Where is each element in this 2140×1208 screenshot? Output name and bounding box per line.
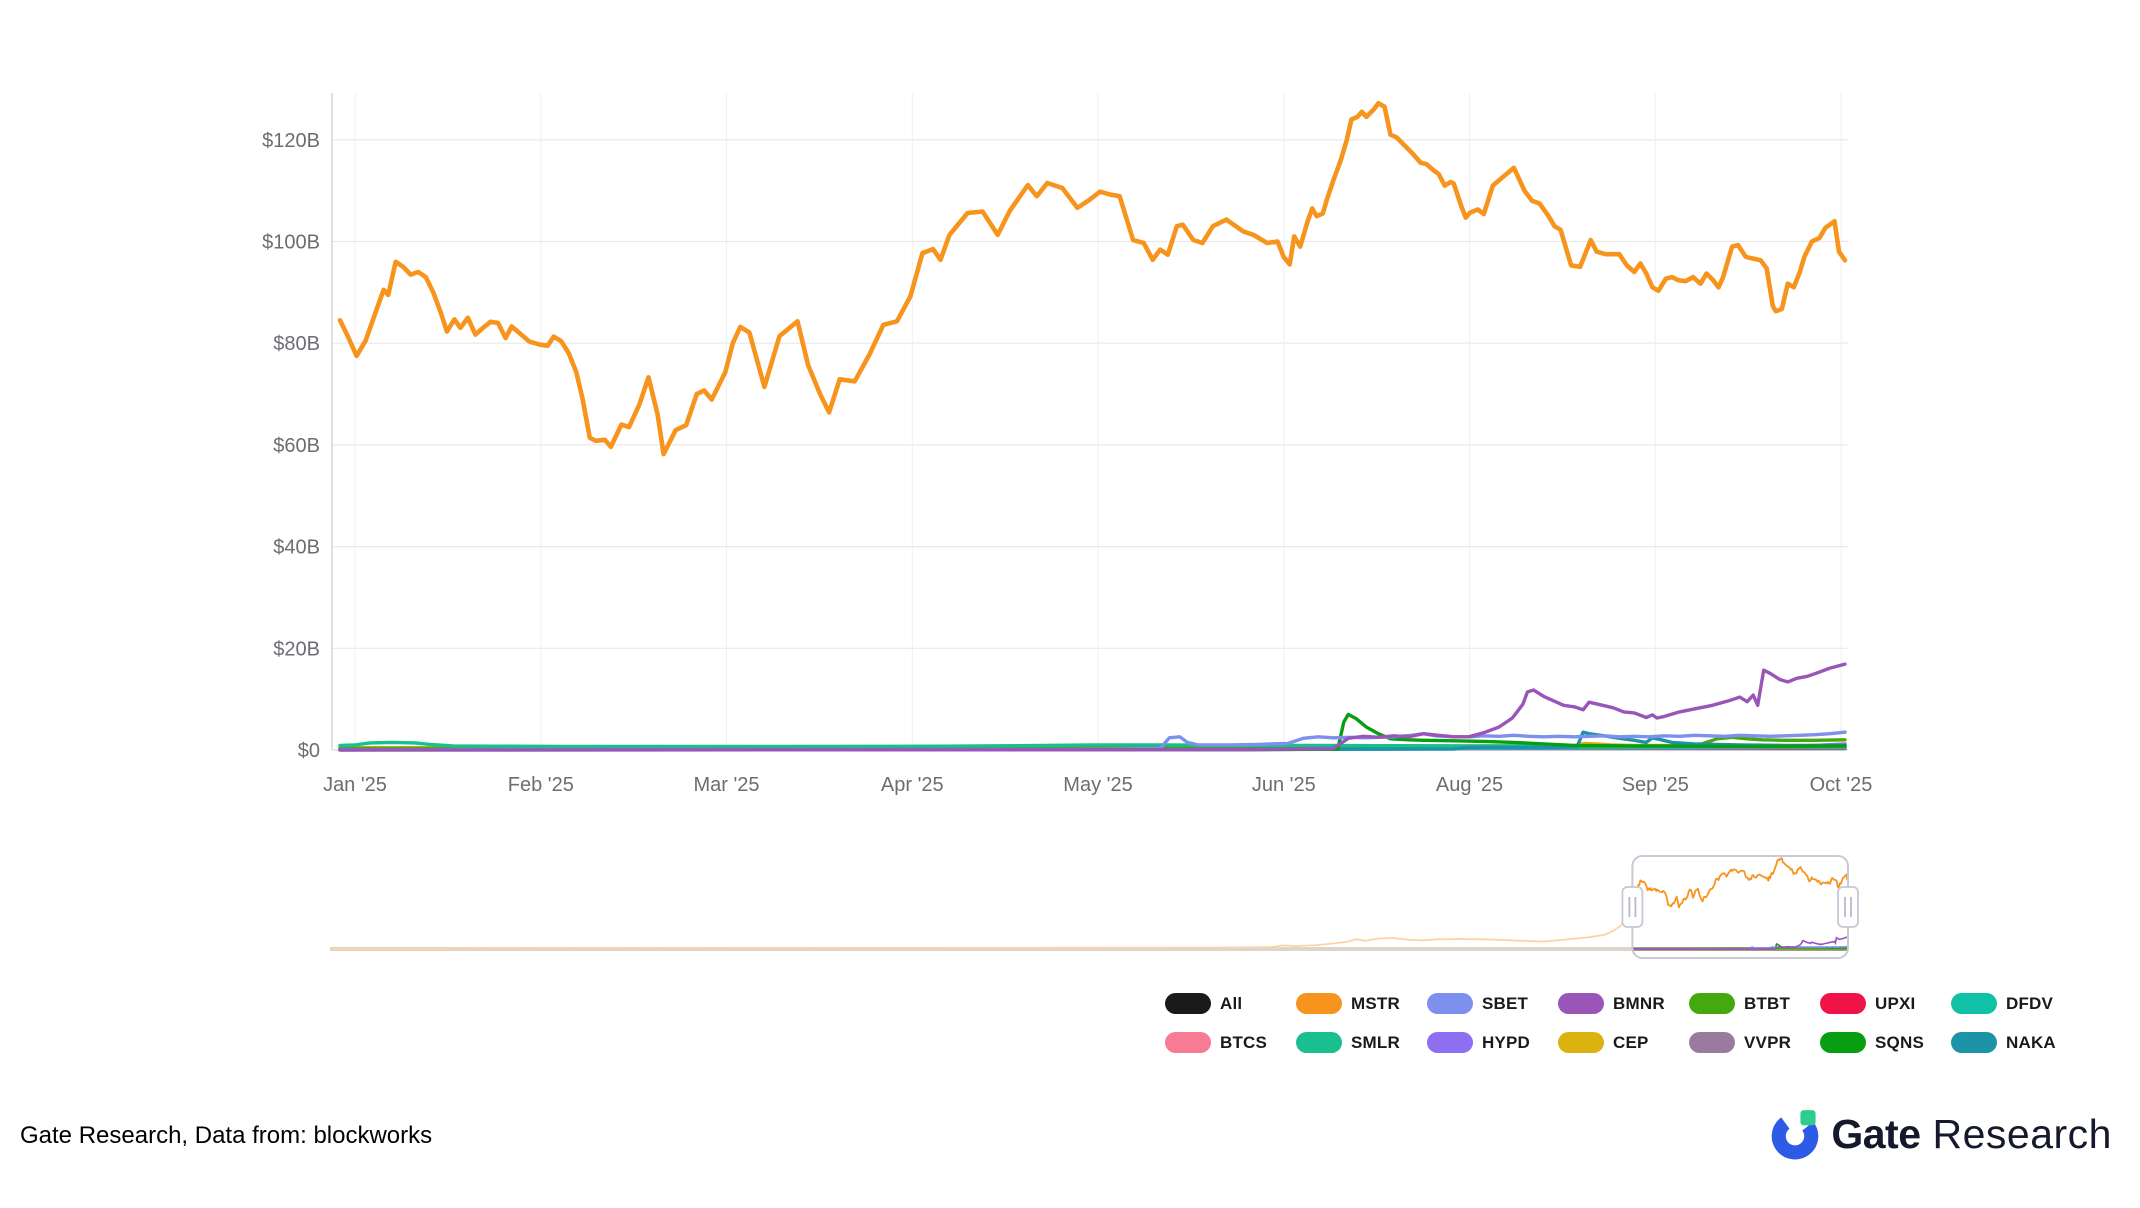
legend-item-DFDV[interactable]: DFDV: [1951, 993, 2082, 1014]
navigator-handle-right[interactable]: [1837, 886, 1859, 928]
legend-swatch-CEP: [1558, 1032, 1604, 1053]
legend-swatch-SMLR: [1296, 1032, 1342, 1053]
brand-name-light: Research: [1932, 1110, 2112, 1157]
x-axis-tick-label: Mar '25: [693, 774, 759, 796]
legend-swatch-DFDV: [1951, 993, 1997, 1014]
chart-legend: All MSTR SBET BMNR BTBT UPXI DFDV BTCS SMLR HYPD C…: [1165, 984, 2082, 1062]
legend-row: All MSTR SBET BMNR BTBT UPXI DFDV: [1165, 984, 2082, 1023]
legend-swatch-BTBT: [1689, 993, 1735, 1014]
legend-swatch-MSTR: [1296, 993, 1342, 1014]
legend-item-UPXI[interactable]: UPXI: [1820, 993, 1951, 1014]
x-axis-tick-label: Oct '25: [1810, 774, 1873, 796]
x-axis-tick-label: Sep '25: [1622, 774, 1689, 796]
gate-research-logo: Gate Research: [1769, 1104, 2112, 1164]
legend-item-BTCS[interactable]: BTCS: [1165, 1032, 1296, 1053]
legend-swatch-BTCS: [1165, 1032, 1211, 1053]
legend-item-BMNR[interactable]: BMNR: [1558, 993, 1689, 1014]
legend-label: VVPR: [1744, 1032, 1792, 1052]
legend-swatch-SBET: [1427, 993, 1473, 1014]
series-line-SBET[interactable]: [338, 730, 1847, 752]
gridlines: $0 $20B $40B $60B $80B $100B $120B Jan '25 Feb '…: [262, 93, 1872, 796]
legend-label: CEP: [1613, 1032, 1649, 1052]
legend-swatch-VVPR: [1689, 1032, 1735, 1053]
legend-label: DFDV: [2006, 993, 2054, 1013]
x-axis-tick-label: Jan '25: [323, 774, 387, 796]
y-axis-tick-label: $40B: [273, 537, 320, 559]
legend-item-SQNS[interactable]: SQNS: [1820, 1032, 1951, 1053]
legend-swatch-BMNR: [1558, 993, 1604, 1014]
x-axis-tick-label: Aug '25: [1436, 774, 1503, 796]
legend-item-HYPD[interactable]: HYPD: [1427, 1032, 1558, 1053]
x-axis-tick-label: Feb '25: [508, 774, 574, 796]
series-lines[interactable]: [337, 100, 1848, 752]
navigator-dim-overlay: [328, 845, 1633, 960]
legend-swatch-SQNS: [1820, 1032, 1866, 1053]
legend-row: BTCS SMLR HYPD CEP VVPR SQNS NAKA: [1165, 1023, 2082, 1062]
legend-swatch-HYPD: [1427, 1032, 1473, 1053]
legend-label: HYPD: [1482, 1032, 1531, 1052]
y-axis-tick-label: $100B: [262, 232, 320, 254]
market-cap-chart: $0 $20B $40B $60B $80B $100B $120B Jan '25 Feb '…: [262, 93, 1872, 960]
range-navigator: [328, 845, 1859, 960]
legend-swatch-UPXI: [1820, 993, 1866, 1014]
legend-label: All: [1220, 993, 1243, 1013]
source-attribution: Gate Research, Data from: blockworks: [20, 1122, 433, 1149]
series-line-MSTR[interactable]: [337, 100, 1848, 457]
x-axis-tick-label: Apr '25: [881, 774, 944, 796]
legend-label: MSTR: [1351, 993, 1400, 1013]
legend-item-SBET[interactable]: SBET: [1427, 993, 1558, 1014]
gate-logo-green-square: [1800, 1110, 1816, 1126]
y-axis-tick-label: $0: [298, 740, 320, 762]
x-axis-tick-label: May '25: [1063, 774, 1132, 796]
y-axis-tick-label: $80B: [273, 333, 320, 355]
brand-name-bold: Gate: [1831, 1110, 1921, 1157]
legend-label: BTBT: [1744, 993, 1791, 1013]
legend-label: NAKA: [2006, 1032, 2056, 1052]
x-axis-tick-label: Jun '25: [1252, 774, 1316, 796]
gate-logo-icon: [1772, 1110, 1819, 1160]
legend-item-NAKA[interactable]: NAKA: [1951, 1032, 2082, 1053]
legend-item-All[interactable]: All: [1165, 993, 1296, 1014]
y-axis-tick-label: $120B: [262, 130, 320, 152]
legend-item-VVPR[interactable]: VVPR: [1689, 1032, 1820, 1053]
legend-label: SQNS: [1875, 1032, 1924, 1052]
y-axis-tick-label: $20B: [273, 638, 320, 660]
legend-label: SMLR: [1351, 1032, 1400, 1052]
legend-swatch-All: [1165, 993, 1211, 1014]
y-axis-tick-label: $60B: [273, 435, 320, 457]
legend-item-SMLR[interactable]: SMLR: [1296, 1032, 1427, 1053]
series-line-SQNS[interactable]: [338, 712, 1847, 752]
legend-label: BTCS: [1220, 1032, 1268, 1052]
series-line-BMNR[interactable]: [338, 662, 1847, 752]
navigator-mini-line-BMNR: [1632, 936, 1849, 950]
navigator-handle-left[interactable]: [1621, 886, 1644, 928]
legend-item-MSTR[interactable]: MSTR: [1296, 993, 1427, 1014]
legend-item-CEP[interactable]: CEP: [1558, 1032, 1689, 1053]
legend-item-BTBT[interactable]: BTBT: [1689, 993, 1820, 1014]
legend-label: BMNR: [1613, 993, 1665, 1013]
legend-label: SBET: [1482, 993, 1529, 1013]
legend-swatch-NAKA: [1951, 1032, 1997, 1053]
legend-label: UPXI: [1875, 993, 1916, 1013]
